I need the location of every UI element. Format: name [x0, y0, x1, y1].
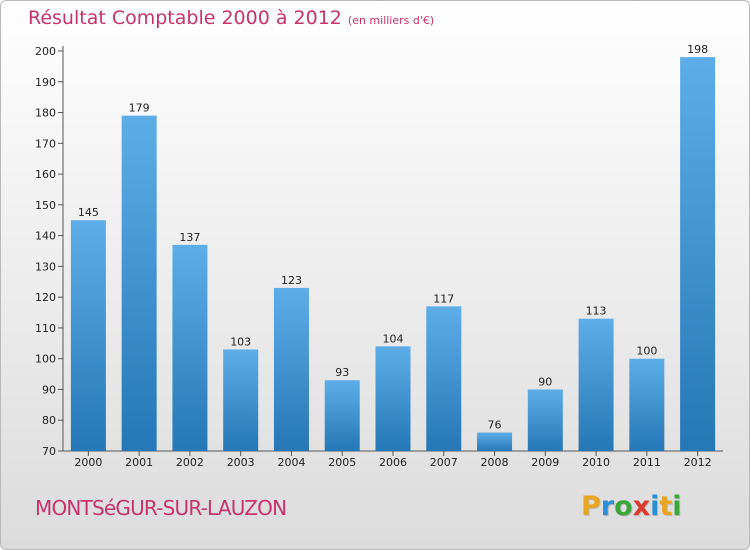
y-tick-label: 120 [35, 291, 56, 304]
bar [426, 306, 462, 451]
logo-letter: o [614, 491, 633, 522]
x-tick-label: 2010 [582, 456, 610, 469]
data-label: 198 [687, 43, 708, 56]
logo-letter: i [672, 491, 682, 522]
y-tick-label: 100 [35, 353, 56, 366]
data-label: 145 [78, 206, 99, 219]
x-tick-label: 2002 [176, 456, 204, 469]
bar [273, 287, 309, 451]
y-tick-label: 110 [35, 322, 56, 335]
bar [375, 346, 411, 451]
data-label: 93 [335, 366, 349, 379]
bar [527, 389, 563, 451]
commune-name: MONTSéGUR-SUR-LAUZON [35, 496, 287, 520]
y-tick-label: 170 [35, 137, 56, 150]
data-label: 113 [586, 305, 607, 318]
logo-letter: i [650, 491, 660, 522]
y-tick-label: 180 [35, 107, 56, 120]
data-label: 137 [179, 231, 200, 244]
bar [629, 358, 665, 451]
chart-title: Résultat Comptable 2000 à 2012 (en millie… [28, 7, 434, 29]
bar [172, 244, 208, 451]
y-tick-label: 130 [35, 260, 56, 273]
data-label: 103 [230, 335, 251, 348]
x-tick-label: 2011 [633, 456, 661, 469]
x-tick-label: 2007 [430, 456, 458, 469]
x-tick-label: 2003 [227, 456, 255, 469]
data-label: 76 [488, 419, 502, 432]
bar [70, 220, 106, 451]
x-tick-label: 2004 [277, 456, 305, 469]
chart-title-unit: (en milliers d'€) [347, 14, 435, 27]
bar [121, 115, 157, 451]
logo-letter: t [659, 491, 673, 522]
bar [223, 349, 259, 451]
data-label: 179 [129, 102, 150, 115]
y-tick-label: 90 [42, 383, 56, 396]
data-label: 90 [538, 375, 552, 388]
chart-title-main: Résultat Comptable 2000 à 2012 [28, 7, 342, 29]
data-label: 117 [433, 292, 454, 305]
data-label: 123 [281, 274, 302, 287]
x-tick-label: 2006 [379, 456, 407, 469]
logo-letter: P [581, 491, 601, 522]
x-tick-label: 2005 [328, 456, 356, 469]
x-tick-label: 2000 [74, 456, 102, 469]
y-tick-label: 70 [42, 445, 56, 458]
logo-letter: x [632, 491, 651, 522]
bar [680, 57, 716, 452]
x-tick-label: 2009 [531, 456, 559, 469]
y-tick-label: 140 [35, 230, 56, 243]
proxiti-logo: Proxiti [581, 491, 682, 522]
logo-letter: r [600, 491, 615, 522]
y-tick-label: 160 [35, 168, 56, 181]
data-label: 104 [383, 332, 404, 345]
bar [477, 432, 513, 451]
y-tick-label: 190 [35, 76, 56, 89]
data-label: 100 [636, 345, 657, 358]
bar [578, 318, 614, 451]
x-tick-label: 2001 [125, 456, 153, 469]
y-tick-label: 80 [42, 414, 56, 427]
x-tick-label: 2012 [684, 456, 712, 469]
bar [324, 380, 360, 451]
x-tick-label: 2008 [481, 456, 509, 469]
y-tick-label: 150 [35, 199, 56, 212]
y-tick-label: 200 [35, 45, 56, 58]
